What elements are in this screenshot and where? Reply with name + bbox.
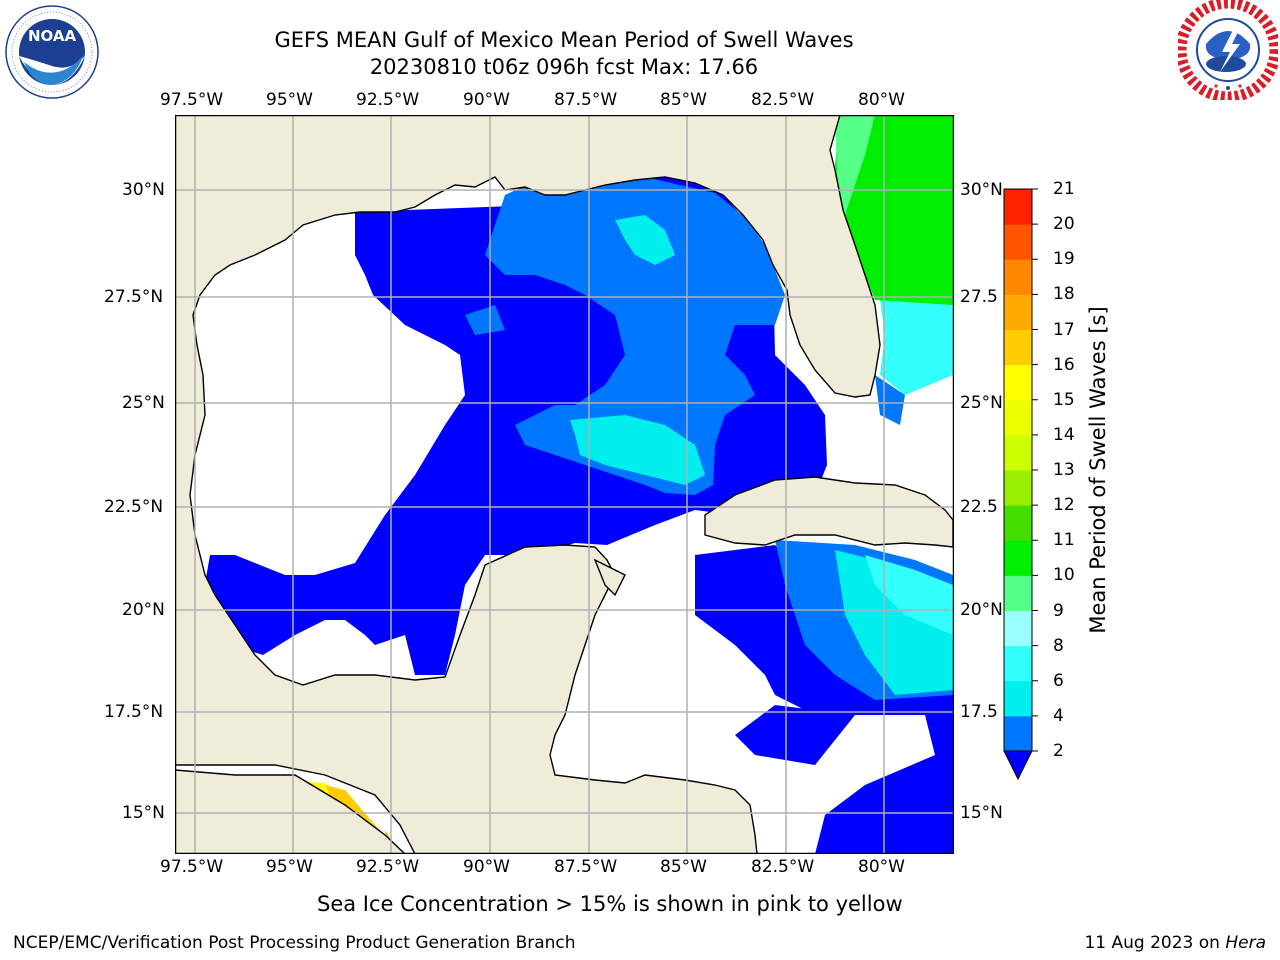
map-frame [175, 115, 954, 854]
map-panel [175, 115, 954, 854]
lat-label-right: 15°N [960, 803, 1003, 823]
lat-label-left: 27.5°N [104, 287, 164, 307]
colorbar-segment [1004, 575, 1032, 611]
lon-label-top: 97.5°W [160, 90, 224, 110]
lat-label-right: 20°N [960, 600, 1003, 620]
lon-label-bottom: 90°W [463, 857, 510, 877]
colorbar-label: Mean Period of Swell Waves [s] [1086, 306, 1110, 634]
lat-label-right: 30°N [960, 180, 1003, 200]
lon-label-bottom: 82.5°W [751, 857, 815, 877]
lon-label-top: 80°W [858, 90, 905, 110]
lat-label-left: 22.5°N [104, 497, 164, 517]
lon-label-top: 82.5°W [751, 90, 815, 110]
land-masses [175, 115, 954, 854]
sea-ice-caption: Sea Ice Concentration > 15% is shown in … [317, 892, 903, 916]
colorbar-tick-label: 17 [1053, 319, 1075, 340]
gridlines [175, 115, 954, 854]
colorbar-tick-label: 4 [1053, 705, 1064, 726]
colorbar-segment [1004, 715, 1032, 752]
colorbar-extend-min [1003, 750, 1033, 781]
colorbar-tick-label: 10 [1053, 565, 1075, 586]
lon-label-top: 92.5°W [356, 90, 420, 110]
colorbar-tick-label: 20 [1053, 214, 1075, 235]
lon-label-top: 85°W [660, 90, 707, 110]
lon-label-bottom: 92.5°W [356, 857, 420, 877]
colorbar-segment [1004, 259, 1032, 295]
lat-label-right: 27.5 [960, 287, 998, 307]
colorbar-segment [1004, 470, 1032, 506]
lon-label-bottom: 80°W [858, 857, 905, 877]
colorbar-tick-label: 11 [1053, 530, 1075, 551]
colorbar-segment [1004, 224, 1032, 260]
lon-label-top: 95°W [266, 90, 313, 110]
colorbar-segment [1004, 680, 1032, 717]
colorbar-tick-label: 15 [1053, 389, 1075, 410]
colorbar-segment [1004, 294, 1032, 330]
map-title: GEFS MEAN Gulf of Mexico Mean Period of … [274, 28, 854, 52]
colorbar [1003, 188, 1038, 781]
colorbar-segment [1004, 399, 1032, 436]
colorbar-tick-label: 13 [1053, 460, 1075, 480]
colorbar-segment [1004, 505, 1032, 541]
colorbar-tick-label: 19 [1053, 249, 1075, 270]
noaa-logo: NOAA [4, 4, 100, 100]
lat-label-left: 15°N [122, 803, 165, 823]
lat-label-right: 22.5 [960, 497, 998, 517]
lon-label-bottom: 85°W [660, 857, 707, 877]
lat-label-left: 17.5°N [104, 702, 164, 722]
colorbar-segment [1004, 610, 1032, 647]
lon-label-bottom: 95°W [266, 857, 313, 877]
colorbar-segment [1004, 329, 1032, 366]
colorbar-segment [1004, 540, 1032, 576]
lat-label-left: 20°N [122, 600, 165, 620]
lat-label-left: 25°N [122, 393, 165, 413]
colorbar-segment [1004, 434, 1032, 471]
lon-label-top: 87.5°W [554, 90, 618, 110]
footer-credit: NCEP/EMC/Verification Post Processing Pr… [13, 933, 576, 953]
svg-text:NOAA: NOAA [28, 27, 77, 45]
colorbar-tick-label: 12 [1053, 495, 1075, 516]
footer-host: Hera [1225, 933, 1266, 953]
lat-label-right: 17.5 [960, 702, 998, 722]
colorbar-tick-label: 8 [1053, 635, 1064, 656]
lon-label-bottom: 97.5°W [160, 857, 224, 877]
colorbar-tick-label: 21 [1053, 179, 1075, 199]
colorbar-tick-label: 9 [1053, 600, 1064, 621]
footer-date-text: 11 Aug 2023 on [1084, 933, 1226, 953]
map-subtitle: 20230810 t06z 096h fcst Max: 17.66 [369, 55, 759, 79]
colorbar-tick-label: 18 [1053, 284, 1075, 305]
lon-label-bottom: 87.5°W [554, 857, 618, 877]
footer-date: 11 Aug 2023 on Hera [1084, 933, 1266, 953]
lon-label-top: 90°W [463, 90, 510, 110]
colorbar-segment [1004, 189, 1032, 225]
colorbar-tick-label: 6 [1053, 670, 1064, 691]
lat-label-right: 25°N [960, 393, 1003, 413]
lat-label-left: 30°N [122, 180, 165, 200]
nws-logo [1175, 0, 1280, 103]
colorbar-tick-label: 14 [1053, 424, 1075, 445]
colorbar-segment [1004, 645, 1032, 682]
colorbar-tick-label: 2 [1053, 741, 1064, 761]
colorbar-tick-label: 16 [1053, 354, 1075, 375]
colorbar-segment [1004, 364, 1032, 401]
